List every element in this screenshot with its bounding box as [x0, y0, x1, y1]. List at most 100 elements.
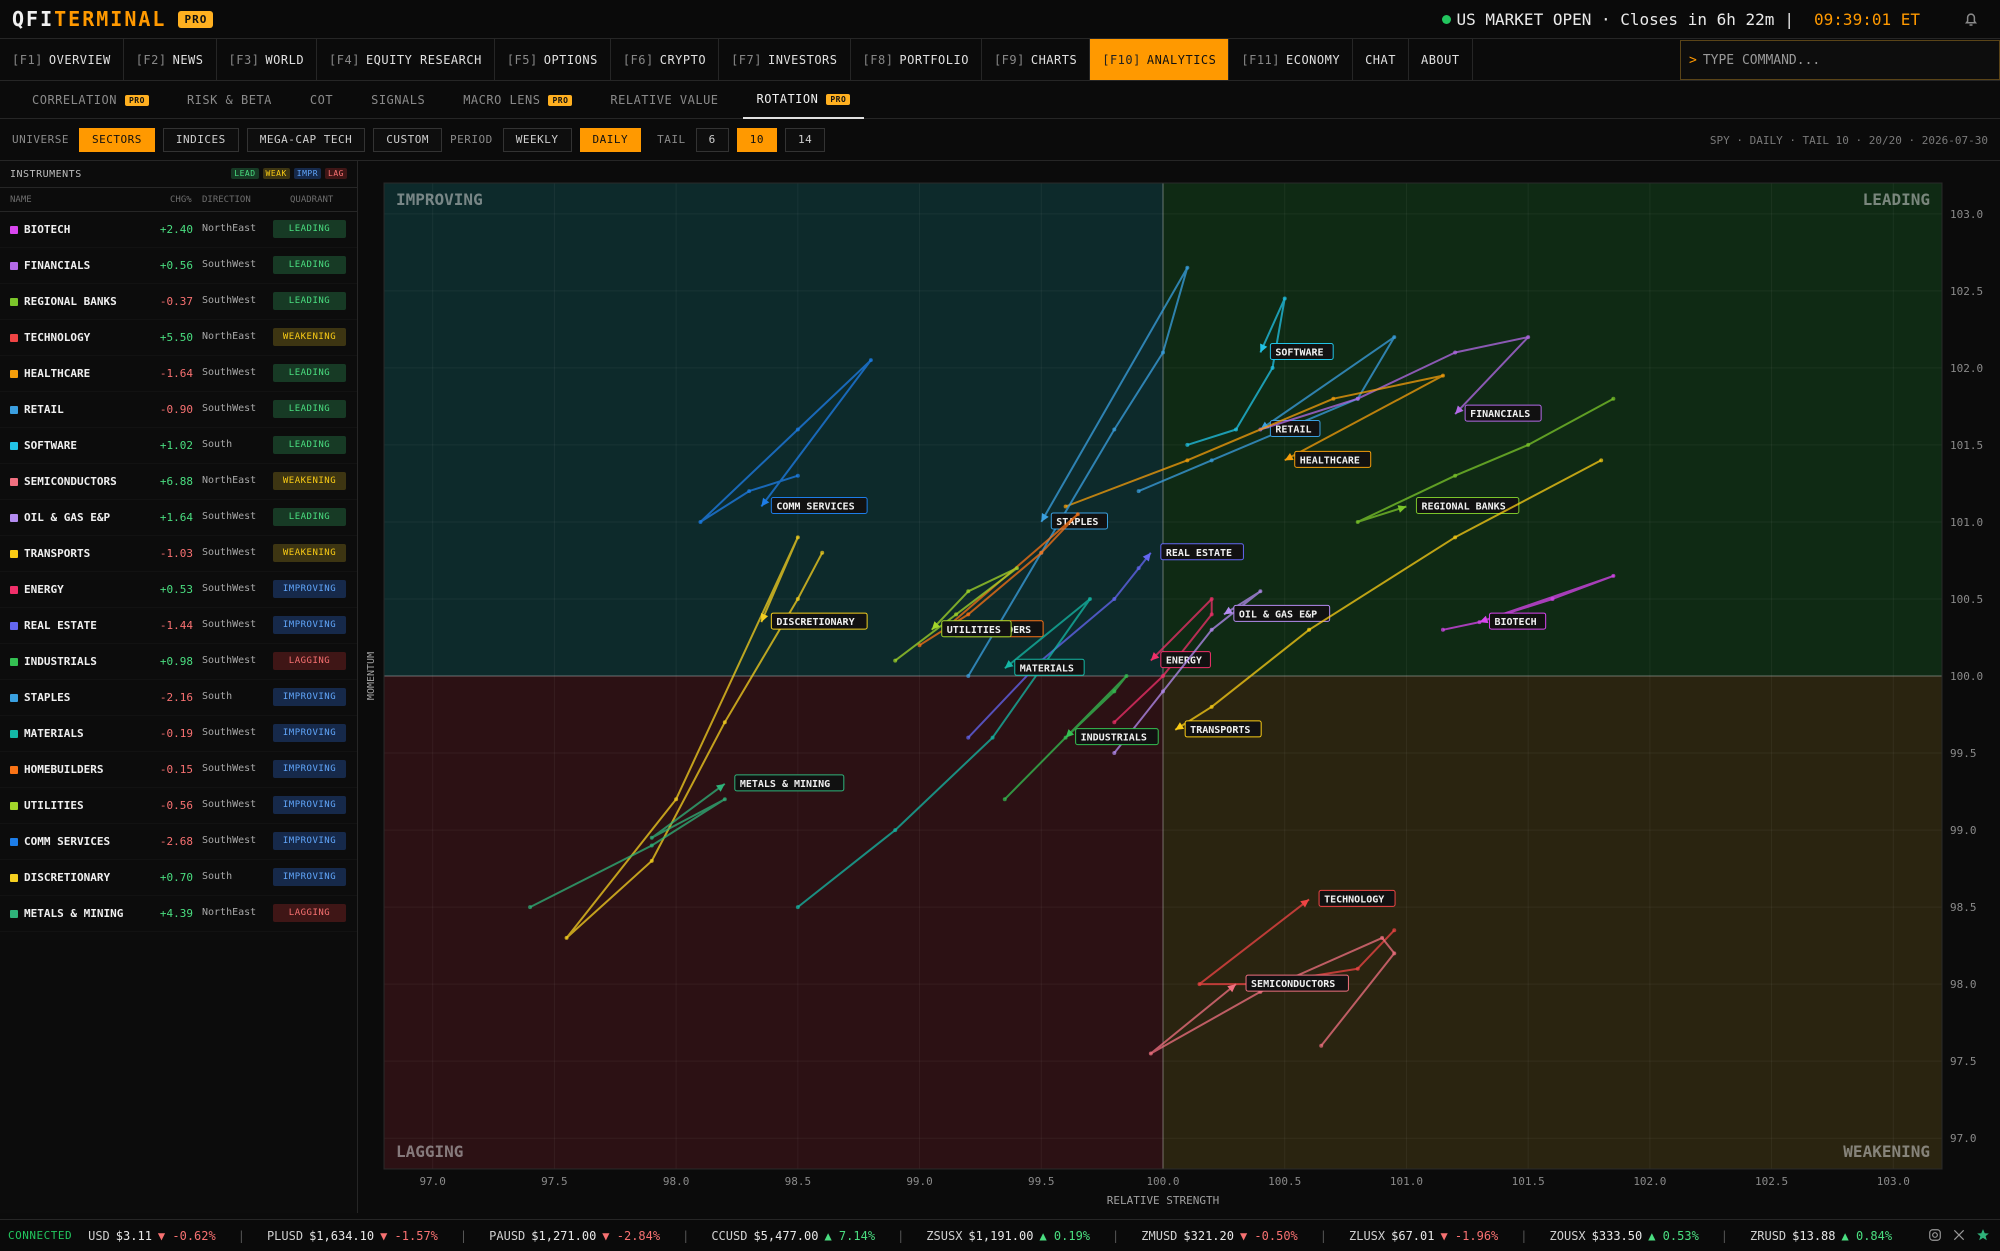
instrument-row[interactable]: HOMEBUILDERS -0.15 SouthWest IMPROVING: [0, 752, 357, 788]
series-trail-metals-mining[interactable]: METALS & MINING: [528, 774, 845, 910]
ticker-item[interactable]: CCUSD $5,477.00 ▲ 7.14% |: [711, 1229, 904, 1243]
instrument-row[interactable]: ENERGY +0.53 SouthWest IMPROVING: [0, 572, 357, 608]
series-trail-transports[interactable]: TRANSPORTS: [1174, 458, 1604, 738]
instrument-row[interactable]: INDUSTRIALS +0.98 SouthWest LAGGING: [0, 644, 357, 680]
series-trail-oil-gas-e-p[interactable]: OIL & GAS E&P: [1112, 589, 1331, 756]
nav-crypto[interactable]: [F6] CRYPTO: [611, 39, 720, 80]
series-trail-semiconductors[interactable]: SEMICONDUCTORS: [1148, 935, 1397, 1056]
series-trail-comm-services[interactable]: COMM SERVICES: [698, 358, 873, 524]
instrument-row[interactable]: REAL ESTATE -1.44 SouthWest IMPROVING: [0, 608, 357, 644]
series-trail-materials[interactable]: MATERIALS: [795, 596, 1092, 910]
top-header: QFI TERMINAL PRO US MARKET OPEN · Closes …: [0, 0, 2000, 39]
series-trail-energy[interactable]: ENERGY: [1112, 596, 1214, 725]
instrument-row[interactable]: TECHNOLOGY +5.50 NorthEast WEAKENING: [0, 320, 357, 356]
series-point: [1185, 458, 1190, 463]
col-name[interactable]: NAME: [10, 195, 32, 205]
ticker-item[interactable]: ZSUSX $1,191.00 ▲ 0.19% |: [926, 1229, 1119, 1243]
col-chg[interactable]: CHG%: [170, 195, 192, 205]
nav-world[interactable]: [F3] WORLD: [217, 39, 318, 80]
col-direction[interactable]: DIRECTION: [202, 195, 251, 205]
universe-sectors-button[interactable]: SECTORS: [78, 127, 155, 152]
series-trail-industrials[interactable]: INDUSTRIALS: [1002, 674, 1159, 802]
ticker-item[interactable]: USD $3.11 ▼ -0.62% |: [88, 1229, 245, 1243]
ticker-item[interactable]: ZRUSD $13.88 ▲ 0.84%: [1750, 1229, 1892, 1243]
tab-relative-value[interactable]: RELATIVE VALUE: [596, 81, 732, 119]
instrument-row[interactable]: RETAIL -0.90 SouthWest LEADING: [0, 392, 357, 428]
instrument-row[interactable]: FINANCIALS +0.56 SouthWest LEADING: [0, 248, 357, 284]
ticker-item[interactable]: ZMUSD $321.20 ▼ -0.50% |: [1141, 1229, 1327, 1243]
series-trail-financials[interactable]: FINANCIALS: [1258, 335, 1542, 432]
tail-6-button[interactable]: 6: [695, 127, 729, 152]
instruments-panel: INSTRUMENTS LEAD WEAK IMPR LAG NAME CHG%…: [0, 161, 358, 1213]
col-quadrant[interactable]: QUADRANT: [290, 195, 334, 205]
nav-equity-research[interactable]: [F4] EQUITY RESEARCH: [317, 39, 495, 80]
instrument-row[interactable]: BIOTECH +2.40 NorthEast LEADING: [0, 212, 357, 248]
nav-charts[interactable]: [F9] CHARTS: [982, 39, 1091, 80]
nav-options[interactable]: [F5] OPTIONS: [495, 39, 611, 80]
tab-macro-lens[interactable]: MACRO LENS PRO: [449, 81, 586, 119]
quadrant-badge: IMPROVING: [273, 724, 346, 742]
instrument-row[interactable]: HEALTHCARE -1.64 SouthWest LEADING: [0, 356, 357, 392]
x-twitter-icon[interactable]: [1952, 1228, 1966, 1242]
nav-economy[interactable]: [F11] ECONOMY: [1229, 39, 1354, 80]
instrument-row[interactable]: STAPLES -2.16 South IMPROVING: [0, 680, 357, 716]
tab-cot[interactable]: COT: [296, 81, 347, 119]
nav-about[interactable]: ABOUT: [1409, 39, 1473, 80]
nav-news[interactable]: [F2] NEWS: [124, 39, 217, 80]
ticker-item[interactable]: ZLUSX $67.01 ▼ -1.96% |: [1349, 1229, 1528, 1243]
nav-overview[interactable]: [F1] OVERVIEW: [0, 39, 124, 80]
series-point: [1124, 674, 1129, 678]
bell-icon[interactable]: [1962, 10, 1980, 28]
ticker-item[interactable]: PAUSD $1,271.00 ▼ -2.84% |: [489, 1229, 689, 1243]
instrument-row[interactable]: COMM SERVICES -2.68 SouthWest IMPROVING: [0, 824, 357, 860]
instrument-direction: South: [202, 439, 233, 450]
instrument-row[interactable]: MATERIALS -0.19 SouthWest IMPROVING: [0, 716, 357, 752]
instrument-row[interactable]: SEMICONDUCTORS +6.88 NorthEast WEAKENING: [0, 464, 357, 500]
series-trail-software[interactable]: SOFTWARE: [1185, 296, 1334, 447]
nav-portfolio[interactable]: [F8] PORTFOLIO: [851, 39, 982, 80]
instrument-row[interactable]: SOFTWARE +1.02 South LEADING: [0, 428, 357, 464]
series-point: [1599, 458, 1604, 463]
nav-label: INVESTORS: [767, 52, 838, 67]
period-daily-button[interactable]: DAILY: [579, 127, 642, 152]
series-trail-regional-banks[interactable]: REGIONAL BANKS: [1355, 396, 1616, 524]
series-trail-biotech[interactable]: BIOTECH: [1440, 573, 1616, 632]
command-input[interactable]: > TYPE COMMAND...: [1680, 40, 2000, 80]
series-trail-discretionary[interactable]: DISCRETIONARY: [564, 535, 868, 940]
tab-correlation[interactable]: CORRELATION PRO: [18, 81, 163, 119]
instrument-row[interactable]: DISCRETIONARY +0.70 South IMPROVING: [0, 860, 357, 896]
series-trail-utilities[interactable]: UTILITIES: [893, 566, 1019, 663]
nav-chat[interactable]: CHAT: [1353, 39, 1409, 80]
universe-megacap-button[interactable]: MEGA-CAP TECH: [246, 127, 366, 152]
universe-indices-button[interactable]: INDICES: [162, 127, 239, 152]
nav-investors[interactable]: [F7] INVESTORS: [719, 39, 851, 80]
tab-rotation[interactable]: ROTATION PRO: [742, 81, 865, 119]
series-trail-staples[interactable]: STAPLES: [966, 265, 1190, 678]
quadrant-lagging-bg: [384, 676, 1163, 1169]
series-trail-healthcare[interactable]: HEALTHCARE: [1063, 373, 1445, 509]
tail-14-button[interactable]: 14: [785, 127, 826, 152]
series-trail-real-estate[interactable]: REAL ESTATE: [966, 543, 1244, 740]
quadrant-weakening-bg: [1163, 676, 1942, 1169]
series-point: [747, 489, 752, 494]
instagram-icon[interactable]: [1928, 1228, 1942, 1242]
tab-risk-beta[interactable]: RISK & BETA: [173, 81, 286, 119]
star-icon[interactable]: [1976, 1228, 1990, 1242]
ticker-change: ▲ 7.14%: [824, 1228, 876, 1243]
period-weekly-button[interactable]: WEEKLY: [502, 127, 572, 152]
instrument-row[interactable]: TRANSPORTS -1.03 SouthWest WEAKENING: [0, 536, 357, 572]
instrument-row[interactable]: REGIONAL BANKS -0.37 SouthWest LEADING: [0, 284, 357, 320]
logo[interactable]: QFI TERMINAL PRO: [12, 7, 214, 31]
ticker-item[interactable]: PLUSD $1,634.10 ▼ -1.57% |: [267, 1229, 467, 1243]
nav-analytics[interactable]: [F10] ANALYTICS: [1090, 39, 1230, 80]
tail-10-button[interactable]: 10: [736, 127, 778, 152]
series-color-swatch: [10, 586, 18, 594]
series-point: [893, 658, 898, 663]
universe-custom-button[interactable]: CUSTOM: [373, 127, 443, 152]
ticker-item[interactable]: ZOUSX $333.50 ▲ 0.53% |: [1550, 1229, 1729, 1243]
series-color-swatch: [10, 442, 18, 450]
tab-signals[interactable]: SIGNALS: [357, 81, 439, 119]
instrument-row[interactable]: METALS & MINING +4.39 NorthEast LAGGING: [0, 896, 357, 932]
instrument-row[interactable]: OIL & GAS E&P +1.64 SouthWest LEADING: [0, 500, 357, 536]
instrument-row[interactable]: UTILITIES -0.56 SouthWest IMPROVING: [0, 788, 357, 824]
